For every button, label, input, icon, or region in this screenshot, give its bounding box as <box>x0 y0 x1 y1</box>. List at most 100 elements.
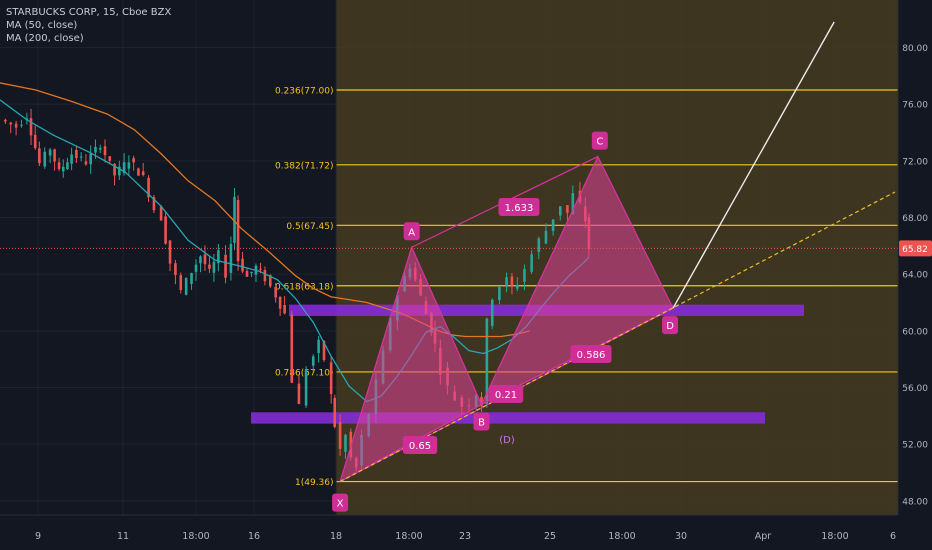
candle-body <box>141 171 145 176</box>
y-tick-4: 64.00 <box>902 271 928 281</box>
extra-d-label: (D) <box>499 435 515 446</box>
candle-body <box>274 287 277 298</box>
candle-body <box>132 158 135 163</box>
x-tick-0: 9 <box>35 531 41 542</box>
fib-label-0: 0.236(77.00) <box>275 87 334 97</box>
x-tick-9: 30 <box>675 531 687 542</box>
x-tick-8: 18:00 <box>608 531 635 542</box>
candle-body <box>505 277 508 288</box>
candle-body <box>329 362 333 395</box>
point-b-label-box <box>473 412 490 431</box>
candle-body <box>510 276 514 287</box>
ma200-line <box>0 82 531 338</box>
point-a-label: A <box>408 227 415 238</box>
x-tick-1: 11 <box>117 531 129 542</box>
candle-body <box>516 284 519 289</box>
candle-body <box>75 149 78 159</box>
candle-body <box>236 200 240 262</box>
candle-body <box>498 286 501 301</box>
candle-body <box>344 434 347 452</box>
candle-body <box>33 134 37 149</box>
candle-body <box>224 254 227 278</box>
ma50-legend[interactable]: MA (50, close) <box>6 20 78 31</box>
fib-label-5: 1(49.36) <box>295 478 334 488</box>
ratio-label-1-box <box>488 385 524 403</box>
candle-body <box>179 275 183 290</box>
last-price-label: 65.82 <box>902 245 928 255</box>
candle-body <box>147 177 150 198</box>
candle-body <box>57 162 61 169</box>
candle-body <box>4 119 7 122</box>
candle-body <box>118 166 121 176</box>
candle-body <box>208 264 211 269</box>
ma200-legend[interactable]: MA (200, close) <box>6 33 84 44</box>
candle-body <box>152 197 156 211</box>
point-d-label: D <box>666 321 674 332</box>
ratio-label-3: 0.586 <box>577 350 606 361</box>
candle-body <box>250 271 253 274</box>
candle-body <box>122 162 126 173</box>
point-d-label-box <box>662 316 679 335</box>
candle-body <box>190 272 193 284</box>
ratio-label-2: 0.65 <box>409 441 431 452</box>
zone-band-1 <box>251 412 765 424</box>
candle-body <box>311 356 315 366</box>
last-price-badge <box>899 240 932 257</box>
candle-body <box>113 163 116 176</box>
candle-body <box>70 154 73 164</box>
ratio-label-2-box <box>402 436 438 454</box>
candle-body <box>184 278 188 295</box>
candle-body <box>290 314 294 383</box>
candle-body <box>485 318 489 405</box>
candle-body <box>490 299 494 326</box>
y-tick-0: 48.00 <box>902 497 928 507</box>
candle-body <box>338 422 342 449</box>
x-tick-5: 18:00 <box>395 531 422 542</box>
point-c-label-box <box>591 131 608 150</box>
candle-body <box>317 339 320 354</box>
y-tick-7: 76.00 <box>902 101 928 111</box>
candle-body <box>20 124 23 126</box>
fib-label-2: 0.5(67.45) <box>286 222 333 232</box>
candle-body <box>571 193 575 214</box>
y-tick-6: 72.00 <box>902 157 928 167</box>
candle-body <box>333 397 337 428</box>
point-x-label-box <box>332 493 349 512</box>
candle-body <box>229 243 233 273</box>
candle-body <box>278 296 282 309</box>
y-tick-8: 80.00 <box>902 44 928 54</box>
candle-body <box>103 146 107 156</box>
candle-body <box>168 240 172 264</box>
candle-body <box>14 123 18 128</box>
ratio-label-1: 0.21 <box>495 390 517 401</box>
candle-body <box>233 196 236 243</box>
candle-body <box>212 261 216 273</box>
point-b-label: B <box>478 418 485 429</box>
projection-lines <box>0 21 898 483</box>
x-tick-11: 18:00 <box>821 531 848 542</box>
candle-body <box>38 148 41 164</box>
x-tick-10: Apr <box>755 531 772 542</box>
y-tick-3: 60.00 <box>902 327 928 337</box>
candle-body <box>558 206 562 216</box>
projection-line <box>672 21 835 309</box>
candle-body <box>79 156 83 158</box>
chart-legend: STARBUCKS CORP, 15, Cboe BZX MA (50, clo… <box>6 6 171 45</box>
candle-body <box>159 206 163 221</box>
x-tick-3: 16 <box>248 531 260 542</box>
x-tick-4: 18 <box>330 531 342 542</box>
candle-body <box>523 269 526 282</box>
y-axis-panel <box>898 0 932 550</box>
candle-body <box>127 162 131 169</box>
candle-body <box>84 161 88 165</box>
y-tick-2: 56.00 <box>902 384 928 394</box>
ratio-label-0: 1.633 <box>505 203 534 214</box>
symbol-title[interactable]: STARBUCKS CORP, 15, Cboe BZX <box>6 7 172 18</box>
candle-body <box>530 254 533 272</box>
candle-body <box>199 256 202 264</box>
x-axis-panel <box>0 515 932 550</box>
x-tick-6: 23 <box>459 531 471 542</box>
candle-body <box>283 304 286 314</box>
